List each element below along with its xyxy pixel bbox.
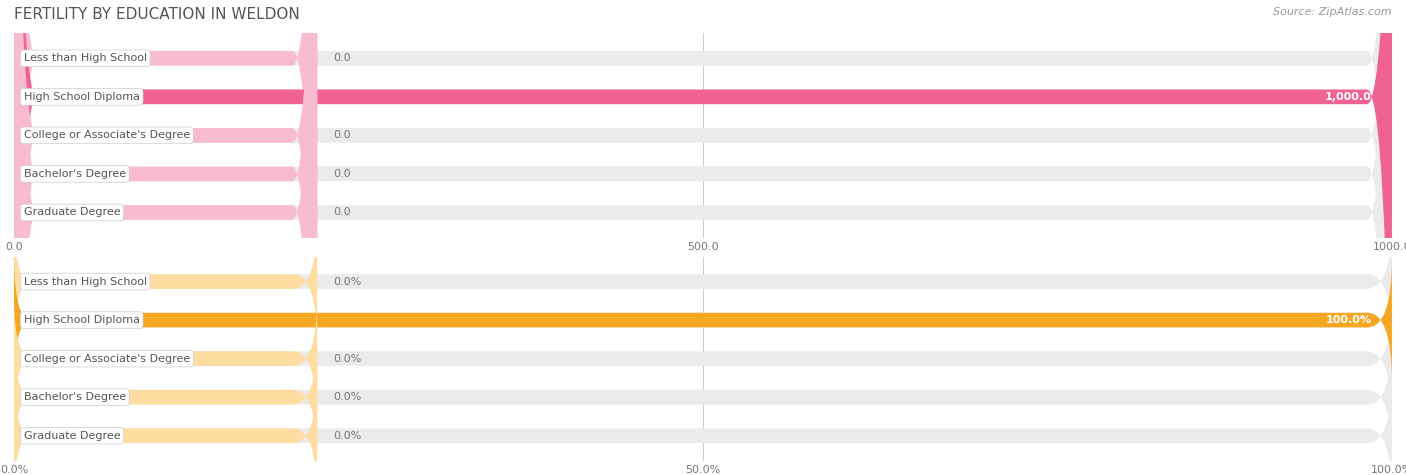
- FancyBboxPatch shape: [14, 219, 318, 343]
- Text: 0.0: 0.0: [333, 130, 352, 141]
- Text: FERTILITY BY EDUCATION IN WELDON: FERTILITY BY EDUCATION IN WELDON: [14, 7, 299, 22]
- FancyBboxPatch shape: [14, 335, 1392, 459]
- FancyBboxPatch shape: [14, 0, 318, 475]
- FancyBboxPatch shape: [14, 219, 1392, 343]
- Text: 0.0: 0.0: [333, 169, 352, 179]
- FancyBboxPatch shape: [14, 258, 1392, 382]
- Text: College or Associate's Degree: College or Associate's Degree: [24, 353, 190, 364]
- FancyBboxPatch shape: [14, 0, 1392, 475]
- Text: 1,000.0: 1,000.0: [1324, 92, 1371, 102]
- Text: Graduate Degree: Graduate Degree: [24, 431, 121, 441]
- Text: 0.0%: 0.0%: [333, 276, 361, 286]
- Text: Less than High School: Less than High School: [24, 53, 146, 63]
- Text: Source: ZipAtlas.com: Source: ZipAtlas.com: [1274, 7, 1392, 17]
- FancyBboxPatch shape: [14, 374, 1392, 475]
- Text: High School Diploma: High School Diploma: [24, 92, 139, 102]
- Text: Graduate Degree: Graduate Degree: [24, 208, 121, 218]
- Text: 0.0%: 0.0%: [333, 353, 361, 364]
- FancyBboxPatch shape: [14, 0, 1392, 475]
- FancyBboxPatch shape: [14, 0, 1392, 475]
- FancyBboxPatch shape: [14, 0, 318, 475]
- FancyBboxPatch shape: [14, 0, 1392, 475]
- FancyBboxPatch shape: [14, 0, 1392, 475]
- FancyBboxPatch shape: [14, 374, 318, 475]
- Text: 0.0%: 0.0%: [333, 392, 361, 402]
- Text: Less than High School: Less than High School: [24, 276, 146, 286]
- FancyBboxPatch shape: [14, 296, 1392, 421]
- Text: High School Diploma: High School Diploma: [24, 315, 139, 325]
- FancyBboxPatch shape: [14, 258, 1392, 382]
- Text: 0.0%: 0.0%: [333, 431, 361, 441]
- FancyBboxPatch shape: [14, 335, 318, 459]
- Text: Bachelor's Degree: Bachelor's Degree: [24, 169, 125, 179]
- FancyBboxPatch shape: [14, 296, 318, 421]
- FancyBboxPatch shape: [14, 0, 1392, 475]
- Text: 0.0: 0.0: [333, 53, 352, 63]
- FancyBboxPatch shape: [14, 0, 318, 475]
- Text: 0.0: 0.0: [333, 208, 352, 218]
- Text: 100.0%: 100.0%: [1326, 315, 1371, 325]
- Text: College or Associate's Degree: College or Associate's Degree: [24, 130, 190, 141]
- Text: Bachelor's Degree: Bachelor's Degree: [24, 392, 125, 402]
- FancyBboxPatch shape: [14, 0, 318, 475]
